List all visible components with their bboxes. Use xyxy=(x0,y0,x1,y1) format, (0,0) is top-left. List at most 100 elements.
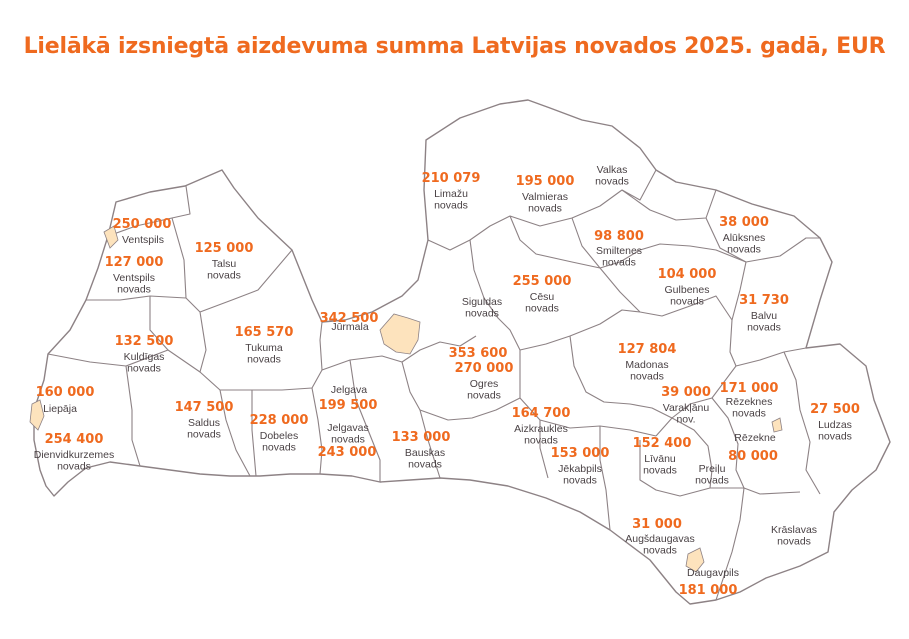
region-name-cesu: Cēsu xyxy=(530,291,555,303)
region-name-kraslavas: Krāslavas xyxy=(771,524,817,536)
region-name-ogres: novads xyxy=(467,390,501,402)
region-name-kuldigas: Kuldīgas xyxy=(124,351,165,363)
region-name-ventspils: novads xyxy=(117,284,151,296)
region-name-saldus: novads xyxy=(187,429,221,441)
region-name-ventspils: Ventspils xyxy=(122,234,164,246)
region-name-cesu: novads xyxy=(525,303,559,315)
region-name-ventspils: Ventspils xyxy=(113,272,155,284)
region-name-siguldas: novads xyxy=(465,308,499,320)
value-label-aluksnes: 38 000 xyxy=(719,215,769,230)
region-name-kraslavas: novads xyxy=(777,536,811,548)
region-name-livanu: novads xyxy=(643,465,677,477)
region-name-smiltenes: novads xyxy=(602,257,636,269)
region-name-ludzas: novads xyxy=(818,431,852,443)
value-label-varaklanu: 39 000 xyxy=(661,385,711,400)
region-name-smiltenes: Smiltenes xyxy=(596,245,642,257)
jurmala-riga-city xyxy=(379,313,421,355)
region-name-limazu: novads xyxy=(434,200,468,212)
value-label-rezekne: 80 000 xyxy=(728,449,778,464)
region-name-ogres: Ogres xyxy=(470,378,499,390)
value-label-tukuma: 165 570 xyxy=(235,325,294,340)
region-name-rezeknes: novads xyxy=(732,408,766,420)
region-name-tukuma: novads xyxy=(247,354,281,366)
region-name-bauskas: novads xyxy=(408,459,442,471)
region-name-gulbenes: Gulbenes xyxy=(665,284,710,296)
region-name-saldus: Saldus xyxy=(188,417,220,429)
value-label-ogres: 270 000 xyxy=(455,361,514,376)
value-label-saldus: 147 500 xyxy=(175,400,234,415)
region-name-jelgavas: Jelgavas xyxy=(327,422,368,434)
region-name-daugavpils: Daugavpils xyxy=(687,567,739,579)
value-label-aizkraukles: 164 700 xyxy=(512,406,571,421)
rezekne-city xyxy=(771,417,783,433)
region-name-valkas: novads xyxy=(595,176,629,188)
value-label-ludzas: 27 500 xyxy=(810,402,860,417)
region-name-madonas: Madonas xyxy=(625,359,668,371)
value-label-gulbenes: 104 000 xyxy=(658,267,717,282)
region-name-jekabpils: Jēkabpils xyxy=(558,463,602,475)
value-label-jelgavas: 243 000 xyxy=(318,445,377,460)
ventspils-city xyxy=(103,225,119,249)
value-label-ventspils: 127 000 xyxy=(105,255,164,270)
region-name-jurmala: Jūrmala xyxy=(331,321,369,333)
value-label-smiltenes: 98 800 xyxy=(594,229,644,244)
region-name-augsdaugavas: Augšdaugavas xyxy=(625,533,694,545)
country-outline xyxy=(33,99,891,605)
region-name-rezekne: Rēzekne xyxy=(734,432,776,444)
value-label-livanu: 152 400 xyxy=(633,436,692,451)
region-name-tukuma: Tukuma xyxy=(245,342,283,354)
value-label-talsu: 125 000 xyxy=(195,241,254,256)
value-label-daugavpils: 181 000 xyxy=(679,583,738,598)
region-name-madonas: novads xyxy=(630,371,664,383)
value-label-valmieras: 195 000 xyxy=(516,174,575,189)
region-name-preilu: novads xyxy=(695,475,729,487)
region-name-kuldigas: novads xyxy=(127,363,161,375)
region-name-aizkraukles: novads xyxy=(524,435,558,447)
region-name-siguldas: Siguldas xyxy=(462,296,502,308)
value-label-ventspils: 250 000 xyxy=(113,217,172,232)
region-name-dienvidkurzemes: novads xyxy=(57,461,91,473)
region-name-varaklanu: nov. xyxy=(676,414,695,426)
region-name-jekabpils: novads xyxy=(563,475,597,487)
value-label-limazu: 210 079 xyxy=(422,171,481,186)
value-label-dienvidkurzemes: 254 400 xyxy=(45,432,104,447)
region-name-talsu: Talsu xyxy=(212,258,237,270)
region-name-preilu: Preiļu xyxy=(699,463,726,475)
map-title: Lielākā izsniegtā aizdevuma summa Latvij… xyxy=(23,34,886,59)
region-name-balvu: Balvu xyxy=(751,310,777,322)
region-name-balvu: novads xyxy=(747,322,781,334)
value-label-kuldigas: 132 500 xyxy=(115,334,174,349)
liepaja-city xyxy=(29,399,45,431)
region-name-limazu: Limažu xyxy=(434,188,468,200)
value-label-cesu: 255 000 xyxy=(513,274,572,289)
value-label-bauskas: 133 000 xyxy=(392,430,451,445)
region-name-aizkraukles: Aizkraukles xyxy=(514,423,568,435)
value-label-balvu: 31 730 xyxy=(739,293,789,308)
region-name-varaklanu: Varakļānu xyxy=(663,402,710,414)
region-name-jelgava: Jelgava xyxy=(331,384,367,396)
region-name-valkas: Valkas xyxy=(597,164,628,176)
region-borders xyxy=(47,169,821,601)
region-labels: 250 000 Ventspils 127 000 Ventspils novads 12… xyxy=(34,164,860,598)
region-name-aluksnes: novads xyxy=(727,244,761,256)
value-label-siguldas: 353 600 xyxy=(449,346,508,361)
region-name-dobeles: novads xyxy=(262,442,296,454)
region-name-dobeles: Dobeles xyxy=(260,430,299,442)
value-label-madonas: 127 804 xyxy=(618,342,677,357)
value-label-rezeknes: 171 000 xyxy=(720,381,779,396)
region-name-rezeknes: Rēzeknes xyxy=(726,396,773,408)
region-name-valmieras: Valmieras xyxy=(522,191,568,203)
region-name-talsu: novads xyxy=(207,270,241,282)
value-label-dobeles: 228 000 xyxy=(250,413,309,428)
region-name-dienvidkurzemes: Dienvidkurzemes xyxy=(34,449,115,461)
region-name-jelgavas: novads xyxy=(331,434,365,446)
region-name-valmieras: novads xyxy=(528,203,562,215)
value-label-liepaja: 160 000 xyxy=(36,385,95,400)
region-name-livanu: Līvānu xyxy=(644,453,676,465)
region-name-gulbenes: novads xyxy=(670,296,704,308)
region-name-augsdaugavas: novads xyxy=(643,545,677,557)
region-name-bauskas: Bauskas xyxy=(405,447,445,459)
value-label-augsdaugavas: 31 000 xyxy=(632,517,682,532)
daugavpils-city xyxy=(685,547,705,573)
